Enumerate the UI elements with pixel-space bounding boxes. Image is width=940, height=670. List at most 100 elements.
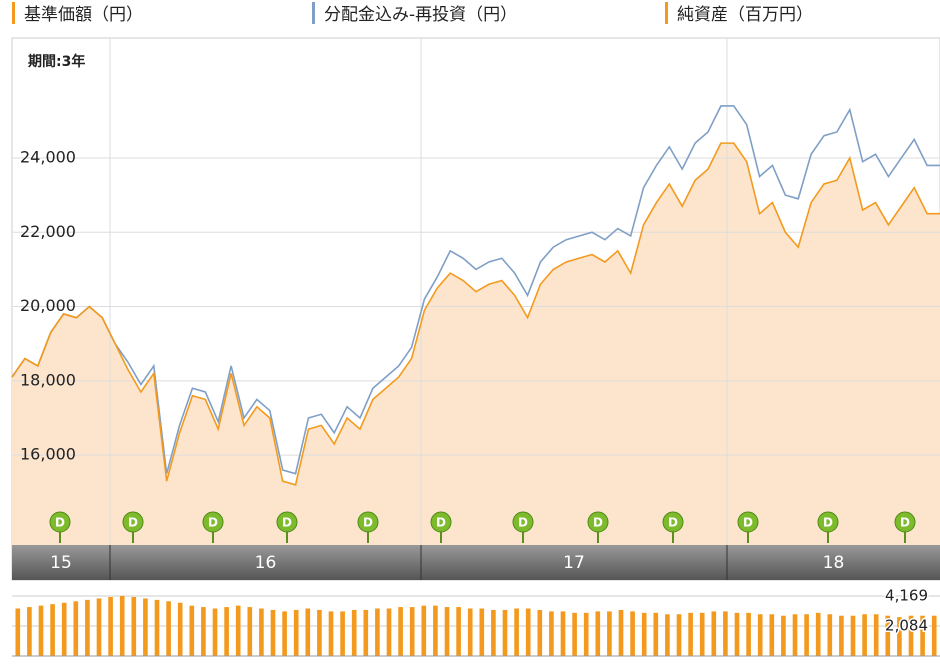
dividend-marker [662, 511, 684, 533]
bar [549, 611, 554, 656]
bar [189, 605, 195, 656]
y-tick-label: 4,169 [885, 587, 928, 605]
dividend-label: D [823, 516, 833, 530]
dividend-marker [122, 511, 144, 533]
bar [201, 607, 206, 656]
bar [827, 614, 833, 656]
bar [235, 605, 241, 656]
bar [688, 612, 693, 656]
dividend-marker [817, 511, 839, 533]
legend-label: 純資産（百万円） [677, 5, 813, 25]
bar [839, 615, 844, 656]
bar [641, 612, 647, 656]
bar [50, 604, 55, 656]
bar [421, 605, 427, 656]
dividend-marker [430, 511, 452, 533]
y-tick-label: 2,084 [885, 617, 928, 635]
bar [792, 614, 798, 656]
bar [166, 601, 171, 656]
bar [467, 608, 473, 656]
bar [560, 611, 566, 656]
bar [96, 598, 102, 656]
dividend-label: D [900, 516, 910, 530]
bar [119, 596, 125, 656]
bar [143, 598, 148, 656]
y-tick-label: 18,000 [20, 370, 76, 389]
bar [757, 614, 763, 656]
area [12, 143, 940, 545]
dividend-marker [202, 511, 224, 533]
dividend-label: D [282, 516, 292, 530]
bar [699, 612, 705, 656]
y-tick-label: 22,000 [20, 222, 76, 241]
period-band [12, 545, 940, 580]
bar [769, 614, 775, 656]
bar [815, 612, 821, 656]
bar [676, 614, 682, 656]
bar [317, 609, 322, 656]
bar [711, 611, 717, 656]
bar [479, 608, 485, 656]
bar [873, 614, 879, 656]
bar [131, 596, 137, 656]
legend-label: 基準価額（円） [24, 5, 143, 25]
dividend-label: D [668, 516, 678, 530]
bar [212, 608, 218, 656]
bar [583, 612, 589, 656]
x-tick-label: 17 [563, 553, 585, 573]
bar [351, 609, 357, 656]
bar [862, 614, 867, 656]
bar [781, 615, 786, 656]
bar [537, 609, 543, 656]
legend-swatch [12, 2, 15, 24]
bar [73, 601, 79, 656]
bar [653, 612, 659, 656]
dividend-label: D [593, 516, 603, 530]
bar [630, 611, 635, 656]
bar [723, 611, 728, 656]
bar [305, 608, 311, 656]
bar [398, 607, 403, 656]
bar [108, 596, 113, 656]
dividend-label: D [55, 516, 65, 530]
bar [27, 607, 32, 656]
bar [85, 599, 90, 656]
dividend-marker [357, 511, 379, 533]
bar [328, 611, 334, 656]
bar [386, 608, 392, 656]
bar [502, 609, 508, 656]
bar [525, 608, 531, 656]
bar [433, 605, 438, 656]
dividend-label: D [208, 516, 218, 530]
bar [746, 612, 751, 656]
x-tick-label: 16 [255, 553, 277, 573]
bar [224, 607, 229, 656]
dividend-label: D [743, 516, 753, 530]
bar [61, 602, 67, 656]
bar [177, 602, 183, 656]
legend-swatch [312, 2, 315, 24]
y-tick-label: 20,000 [20, 296, 76, 315]
bar [293, 609, 299, 656]
bar [340, 611, 345, 656]
bar [456, 607, 461, 656]
bar [665, 614, 670, 656]
y-tick-label: 24,000 [20, 147, 76, 166]
dividend-label: D [128, 516, 138, 530]
bar [607, 611, 612, 656]
bar [850, 615, 856, 656]
bar [154, 599, 160, 656]
dividend-marker [512, 511, 534, 533]
period-label: 期間:3年 [28, 53, 85, 70]
bar [885, 615, 891, 656]
line [11, 142, 940, 486]
line [11, 105, 940, 475]
bar [282, 611, 287, 656]
bar [804, 614, 809, 656]
bar [363, 609, 369, 656]
dividend-marker [737, 511, 759, 533]
bar [920, 615, 925, 656]
bar [491, 609, 496, 656]
bar [897, 617, 902, 656]
